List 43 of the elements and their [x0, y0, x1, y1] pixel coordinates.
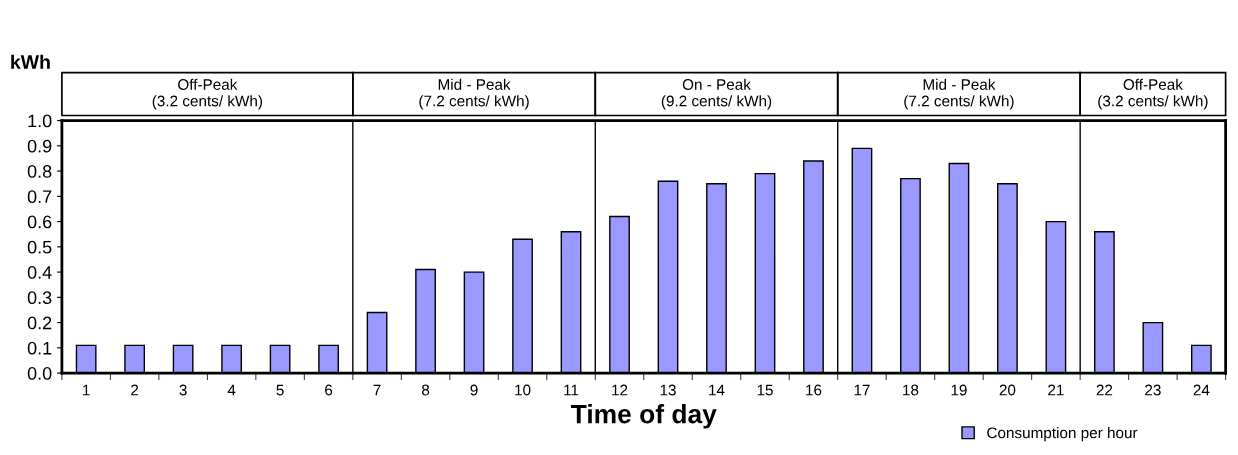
text: Off-Peak (3.2 cents/ kWh) — [152, 78, 263, 110]
x-tick-label: 20 — [999, 384, 1016, 396]
x-tick-label: 5 — [276, 384, 284, 396]
x-tick-label: 23 — [1145, 384, 1161, 396]
x-tick-label: 3 — [179, 384, 187, 396]
x-tick-label: 16 — [806, 384, 822, 396]
x-tick-label: 21 — [1048, 384, 1064, 396]
y-tick-label: 0.9 — [27, 139, 52, 153]
y-tick-label: 0.6 — [27, 215, 52, 229]
x-axis-title: Time of day — [570, 404, 717, 429]
x-tick-label: 11 — [564, 384, 579, 396]
x-tick-label: 13 — [660, 384, 676, 396]
text: Mid - Peak (7.2 cents/ kWh) — [419, 78, 529, 110]
x-tick-label: 1 — [83, 384, 90, 396]
y-tick-label: 0.4 — [27, 266, 52, 279]
y-tick-label: 0.0 — [27, 367, 52, 380]
x-tick-label: 17 — [854, 384, 870, 396]
x-tick-label: 10 — [515, 384, 531, 396]
x-tick-label: 9 — [470, 384, 478, 396]
y-tick-label: 0.5 — [27, 240, 52, 254]
y-tick-label: 0.1 — [27, 341, 52, 355]
x-tick-label: 4 — [227, 384, 236, 396]
x-tick-label: 12 — [612, 384, 628, 396]
x-tick-label: 14 — [709, 384, 725, 396]
text: On - Peak (9.2 cents/ kWh) — [661, 78, 772, 110]
x-tick-label: 22 — [1096, 384, 1113, 396]
y-tick-label: 0.3 — [27, 291, 52, 305]
x-tick-label: 6 — [325, 384, 333, 396]
x-tick-label: 19 — [951, 384, 967, 396]
legend-label: Consumption per hour — [987, 427, 1138, 442]
x-tick-label: 7 — [373, 384, 381, 396]
x-tick-label: 24 — [1193, 384, 1210, 396]
x-tick-label: 18 — [903, 384, 919, 396]
x-tick-label: 15 — [757, 384, 773, 396]
x-tick-label: 8 — [421, 384, 430, 396]
y-tick-label: 0.7 — [27, 190, 52, 204]
text: Mid - Peak (7.2 cents/ kWh) — [904, 78, 1014, 110]
y-tick-label: 0.2 — [27, 316, 52, 330]
text: Off-Peak (3.2 cents/ kWh) — [1098, 78, 1208, 110]
y-tick-label: 0.8 — [27, 165, 52, 178]
y-axis-title: kWh — [11, 54, 50, 69]
x-tick-label: 2 — [131, 384, 139, 396]
y-tick-label: 1.0 — [28, 114, 52, 128]
